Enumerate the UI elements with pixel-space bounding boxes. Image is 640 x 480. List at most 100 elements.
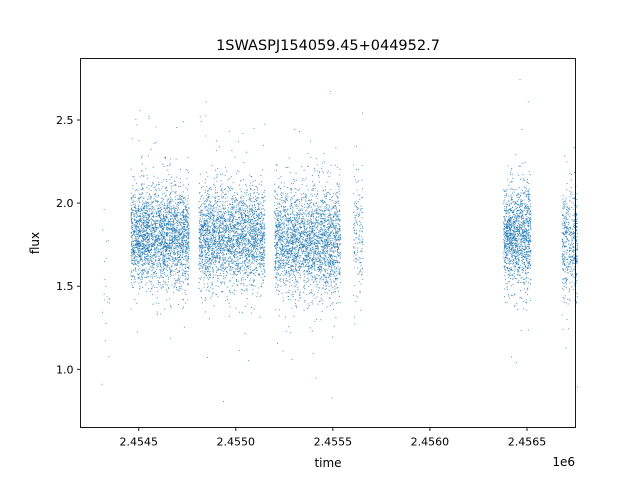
data-point [182, 211, 184, 213]
data-point [171, 220, 173, 222]
data-point [260, 243, 262, 245]
data-point [258, 273, 261, 275]
data-point [171, 185, 173, 187]
data-point [202, 264, 204, 266]
data-point [242, 279, 244, 281]
data-point [208, 244, 210, 246]
data-point [262, 208, 264, 210]
data-point [166, 201, 168, 203]
data-point [229, 261, 231, 263]
data-point [232, 213, 234, 215]
data-point [186, 241, 188, 243]
data-point [255, 228, 258, 231]
data-point [209, 258, 212, 260]
data-point [255, 214, 257, 216]
data-point [234, 231, 236, 233]
data-point [154, 275, 156, 277]
data-point [187, 274, 189, 276]
data-point [249, 225, 251, 227]
data-point [152, 235, 154, 237]
data-point [130, 225, 133, 227]
data-point [216, 227, 218, 229]
data-point [140, 250, 142, 252]
data-point [181, 247, 183, 249]
data-point [204, 225, 207, 227]
data-point [162, 261, 164, 263]
data-point [130, 192, 132, 194]
data-point [132, 258, 134, 260]
data-point [233, 251, 235, 253]
data-point [257, 208, 259, 210]
data-point [226, 244, 228, 246]
data-point [169, 197, 171, 199]
data-point [232, 292, 234, 294]
data-point [162, 227, 164, 230]
data-point [232, 239, 235, 241]
data-point [253, 197, 255, 199]
data-point [235, 241, 238, 243]
data-point [158, 255, 160, 257]
data-point [165, 249, 167, 251]
data-point [213, 252, 215, 254]
data-point [156, 311, 158, 313]
data-point [229, 189, 231, 191]
data-point [134, 190, 136, 192]
data-point [255, 211, 257, 213]
data-point [248, 260, 250, 262]
data-point [148, 244, 150, 246]
data-point [255, 219, 257, 221]
data-point [180, 264, 182, 266]
data-point [184, 255, 186, 257]
data-point [220, 266, 222, 268]
data-point [150, 233, 152, 235]
data-point [153, 226, 155, 228]
data-point [103, 293, 105, 295]
data-point [162, 237, 164, 239]
data-point [209, 202, 211, 204]
data-point [150, 236, 152, 238]
data-point [239, 234, 241, 236]
data-point [185, 271, 187, 273]
data-point [252, 226, 254, 228]
data-point [169, 242, 171, 244]
data-point [215, 238, 217, 240]
data-point [206, 260, 208, 262]
data-point [204, 271, 206, 273]
data-point [212, 227, 214, 229]
data-point [204, 221, 206, 223]
data-point [137, 199, 139, 201]
data-point [229, 306, 231, 308]
data-point [227, 244, 229, 246]
data-point [240, 236, 242, 238]
data-point [171, 176, 173, 178]
data-point [144, 270, 146, 272]
data-point [151, 211, 153, 213]
data-point [163, 235, 165, 237]
data-point [158, 242, 160, 244]
data-point [222, 237, 224, 239]
data-point [185, 259, 187, 261]
data-point [135, 210, 137, 212]
data-point [175, 235, 177, 237]
data-point [151, 249, 153, 251]
data-point [232, 214, 234, 216]
data-point [214, 259, 216, 261]
data-point [104, 278, 106, 281]
data-point [240, 235, 242, 237]
data-point [198, 261, 200, 263]
data-point [202, 224, 204, 226]
data-point [157, 263, 159, 266]
data-point [169, 205, 171, 207]
data-point [137, 274, 140, 276]
data-point [146, 192, 148, 194]
data-point [152, 266, 154, 269]
data-point [141, 239, 143, 242]
data-point [150, 195, 152, 197]
data-point [233, 234, 235, 236]
data-point [142, 248, 144, 251]
data-point [135, 245, 137, 247]
data-point [185, 206, 188, 208]
data-point [228, 263, 230, 265]
data-point [231, 259, 233, 261]
data-point [251, 218, 253, 221]
